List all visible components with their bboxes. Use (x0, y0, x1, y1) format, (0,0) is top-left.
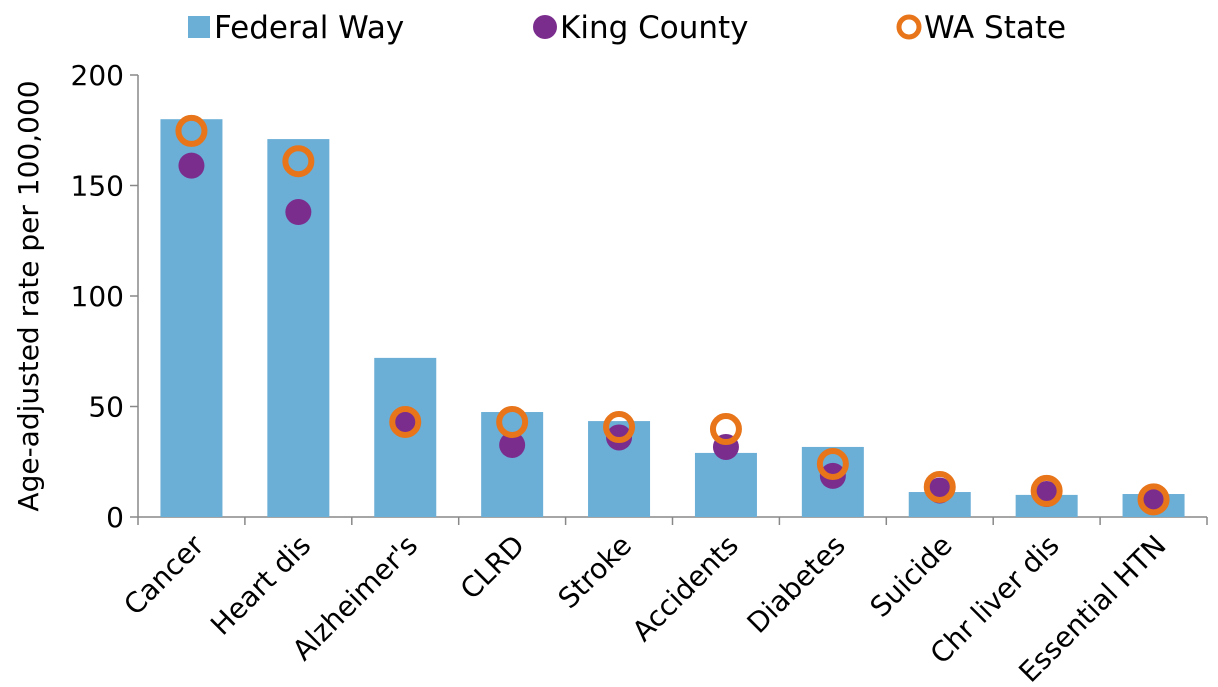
x-tick-label: CLRD (454, 529, 531, 606)
ring (496, 405, 529, 438)
bar (694, 452, 757, 517)
ring (709, 413, 742, 446)
bar (267, 139, 330, 517)
ring (1137, 483, 1170, 516)
legend-swatch (533, 15, 557, 39)
x-tick-label: Stroke (552, 529, 638, 615)
bar (160, 119, 223, 517)
dot (392, 408, 419, 435)
legend-swatch (896, 14, 922, 40)
x-tick-label: Cancer (117, 528, 210, 621)
y-tick-label: 200 (71, 59, 124, 92)
legend-label: King County (560, 10, 749, 46)
x-tick-label: Suicide (864, 529, 959, 624)
ring (923, 470, 956, 503)
legend-label: WA State (924, 10, 1066, 46)
y-tick-label: 150 (71, 170, 124, 203)
ring (175, 114, 208, 147)
x-tick-label: Heart dis (204, 529, 317, 642)
x-tick-label: Diabetes (741, 529, 852, 640)
legend-label: Federal Way (214, 10, 404, 46)
bar (481, 412, 544, 517)
ring (282, 145, 315, 178)
dot (178, 152, 205, 179)
y-tick-label: 50 (88, 391, 124, 424)
y-tick-label: 100 (71, 280, 124, 313)
ring (816, 447, 849, 480)
y-tick-label: 0 (106, 501, 124, 534)
dot (285, 199, 312, 226)
y-axis-title: Age-adjusted rate per 100,000 (12, 80, 45, 511)
legend-swatch (188, 16, 210, 38)
ring (1030, 474, 1063, 507)
dot (499, 431, 526, 458)
x-tick-label: Accidents (626, 529, 745, 648)
ring (603, 411, 636, 444)
ring (389, 405, 422, 438)
